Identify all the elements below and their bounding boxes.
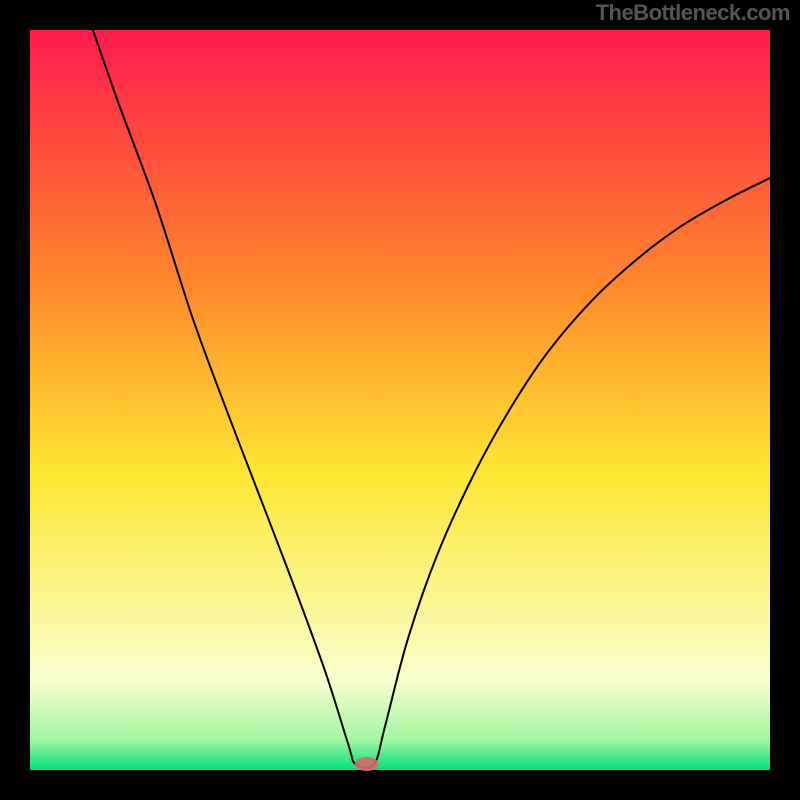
plot-background — [30, 30, 770, 770]
minimum-marker — [355, 757, 379, 771]
chart-container: TheBottleneck.com — [0, 0, 800, 800]
bottleneck-chart — [0, 0, 800, 800]
